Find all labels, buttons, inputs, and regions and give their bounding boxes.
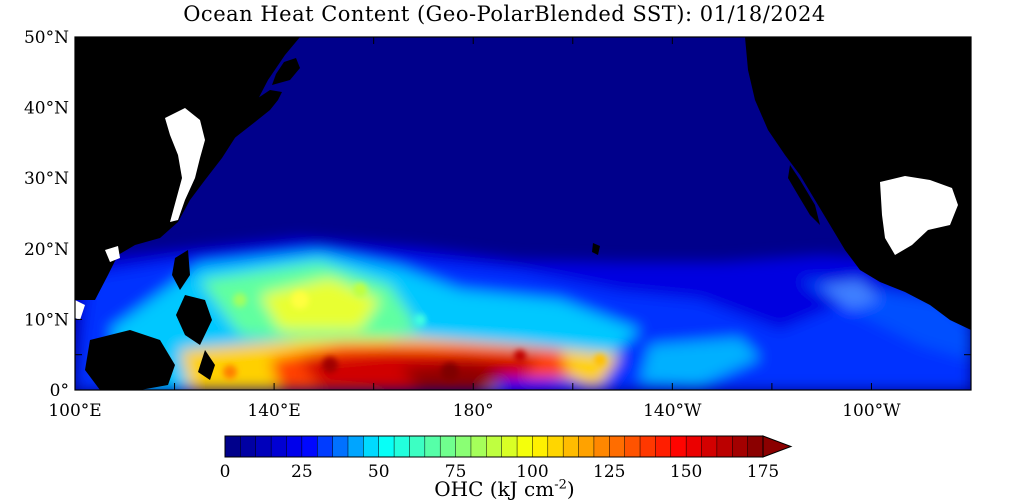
- colorbar-cell: [409, 435, 426, 458]
- ohc-field: [75, 238, 971, 390]
- colorbar-tick-label: 25: [291, 462, 313, 482]
- colorbar-cell: [470, 435, 487, 458]
- colorbar-tick-label: 175: [747, 462, 779, 482]
- colorbar-title: OHC (kJ cm-2): [0, 477, 1009, 501]
- colorbar-cell: [332, 435, 349, 458]
- colorbar-cell: [701, 435, 718, 458]
- no-data-regions: [75, 108, 958, 320]
- colorbar-cell: [747, 435, 764, 458]
- colorbar-cell: [547, 435, 564, 458]
- colorbar-tick-label: 125: [593, 462, 625, 482]
- colorbar-tick-label: 0: [220, 462, 231, 482]
- colorbar-cell: [624, 435, 641, 458]
- ohc-speckles: [223, 283, 606, 381]
- colorbar-cell: [424, 435, 441, 458]
- colorbar-cell: [685, 435, 703, 458]
- colorbar-cell: [240, 435, 257, 458]
- colorbar-cell: [270, 435, 288, 458]
- colorbar-tick-label: 100: [516, 462, 548, 482]
- colorbar-cell: [578, 435, 595, 458]
- colorbar-outline: [224, 435, 764, 458]
- x-tick-label: 140°E: [247, 401, 300, 421]
- colorbar-cell: [716, 435, 733, 458]
- y-tick-label: 10°N: [24, 310, 69, 330]
- colorbar-cell: [639, 435, 657, 458]
- x-tick-label: 100°E: [48, 401, 101, 421]
- y-tick-label: 40°N: [24, 99, 69, 119]
- y-tick-label: 20°N: [24, 240, 69, 260]
- colorbar-cell: [363, 435, 380, 458]
- colorbar-extend-arrow: [762, 435, 793, 458]
- colorbar-cell: [378, 435, 395, 458]
- x-tick-label: 140°W: [643, 401, 702, 421]
- chart-title: Ocean Heat Content (Geo-PolarBlended SST…: [183, 2, 826, 26]
- colorbar-cell: [655, 435, 672, 458]
- colorbar-title-close: ): [566, 477, 575, 501]
- colorbar-cell: [593, 435, 610, 458]
- colorbar-cell: [301, 435, 318, 458]
- colorbar-cell: [732, 435, 749, 458]
- colorbar-cell: [501, 435, 518, 458]
- colorbar-cell: [393, 435, 411, 458]
- colorbar-cell: [455, 435, 472, 458]
- colorbar-cell: [609, 435, 626, 458]
- colorbar-cell: [255, 435, 272, 458]
- colorbar-cell: [532, 435, 549, 458]
- axis-ticks: 100°E 140°E 180° 140°W 100°W 0° 10°N 20°N 30°N 40…: [24, 28, 972, 421]
- colorbar: 0 25 50 75 100 125 150 175: [220, 435, 793, 482]
- colorbar-cell: [670, 435, 687, 458]
- colorbar-ticks: 0 25 50 75 100 125 150 175: [220, 462, 780, 482]
- colorbar-tick-label: 50: [368, 462, 390, 482]
- colorbar-cell: [516, 435, 534, 458]
- colorbar-cells: [224, 435, 764, 458]
- colorbar-cell: [316, 435, 334, 458]
- x-tick-label: 180°: [453, 401, 494, 421]
- colorbar-cell: [486, 435, 503, 458]
- colorbar-title-exponent: -2: [554, 477, 567, 493]
- colorbar-tick-label: 150: [670, 462, 702, 482]
- colorbar-tick-label: 75: [445, 462, 467, 482]
- y-tick-label: 30°N: [24, 169, 69, 189]
- y-tick-label: 0°: [50, 381, 69, 401]
- x-tick-label: 100°W: [842, 401, 901, 421]
- colorbar-cell: [439, 435, 457, 458]
- colorbar-cell: [224, 435, 242, 458]
- y-tick-label: 50°N: [24, 28, 69, 48]
- colorbar-cell: [286, 435, 303, 458]
- colorbar-title-main: OHC (kJ cm: [434, 477, 555, 501]
- colorbar-cell: [347, 435, 364, 458]
- colorbar-cell: [562, 435, 580, 458]
